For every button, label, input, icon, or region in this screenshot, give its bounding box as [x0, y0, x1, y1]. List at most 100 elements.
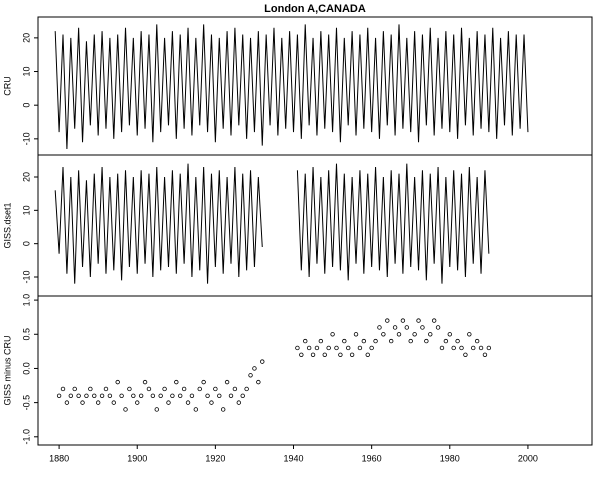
data-point: [338, 352, 343, 357]
data-line: [54, 163, 490, 284]
panel-frame: [37, 295, 593, 446]
data-point: [416, 318, 421, 323]
data-point: [459, 345, 464, 351]
data-point: [256, 379, 261, 385]
data-point: [447, 332, 452, 337]
data-point: [123, 407, 128, 412]
data-point: [209, 400, 214, 405]
data-point: [318, 338, 324, 344]
data-point: [99, 393, 105, 398]
data-point: [240, 393, 245, 398]
data-point: [217, 393, 222, 398]
data-point: [135, 400, 140, 405]
data-point: [396, 332, 402, 337]
y-tick-label: 10: [21, 67, 31, 77]
data-point: [346, 345, 351, 351]
y-tick-label: -10: [21, 132, 31, 145]
data-point: [486, 345, 492, 351]
data-point: [467, 332, 472, 337]
data-point: [103, 386, 109, 392]
y-tick-label: -0.5: [21, 395, 31, 411]
data-point: [478, 345, 484, 351]
data-point: [150, 393, 156, 398]
y-tick-label: 1.0: [21, 294, 31, 307]
data-point: [185, 400, 191, 405]
data-point: [166, 400, 171, 405]
data-point: [326, 345, 331, 351]
data-point: [68, 393, 74, 398]
data-point: [138, 393, 144, 398]
data-point: [260, 359, 265, 364]
data-point: [224, 379, 230, 385]
y-tick-label: 0: [21, 103, 31, 108]
data-line: [54, 24, 529, 149]
data-point: [193, 407, 199, 412]
data-point: [471, 345, 476, 351]
data-point: [88, 386, 93, 392]
data-point: [435, 325, 441, 330]
data-point: [377, 325, 382, 330]
data-point: [158, 393, 163, 398]
data-point: [111, 400, 116, 405]
y-axis-label: GISS minus CRU: [2, 335, 12, 405]
data-point: [80, 400, 85, 405]
data-point: [392, 325, 398, 330]
data-point: [154, 407, 159, 412]
chart-title: London A,CANADA: [264, 3, 366, 15]
data-point: [342, 338, 347, 344]
data-point: [60, 386, 66, 392]
y-tick-label: 0: [21, 241, 31, 246]
data-point: [428, 332, 433, 337]
data-point: [349, 352, 355, 357]
data-point: [295, 345, 300, 351]
data-point: [107, 393, 113, 398]
data-point: [162, 386, 167, 392]
data-point: [455, 338, 460, 344]
data-point: [205, 393, 210, 398]
y-axis-label: CRU: [2, 76, 12, 96]
data-point: [373, 338, 378, 344]
y-tick-label: -10: [21, 270, 31, 283]
data-point: [330, 332, 335, 337]
data-point: [76, 393, 81, 398]
x-tick-label: 1920: [205, 453, 225, 463]
data-point: [334, 345, 339, 351]
x-tick-label: 1900: [127, 453, 147, 463]
data-point: [201, 379, 206, 385]
data-point: [248, 373, 253, 378]
data-point: [365, 352, 370, 357]
data-point: [451, 345, 456, 351]
data-point: [400, 318, 406, 323]
data-point: [299, 352, 304, 357]
x-tick-label: 1980: [440, 453, 460, 463]
data-point: [443, 338, 449, 344]
data-point: [72, 386, 77, 392]
data-point: [220, 407, 226, 412]
data-point: [306, 345, 312, 351]
x-tick-label: 1880: [49, 453, 69, 463]
y-tick-label: 20: [21, 172, 31, 182]
data-point: [252, 366, 257, 371]
data-point: [127, 386, 132, 392]
data-point: [84, 393, 89, 398]
data-point: [474, 338, 480, 344]
data-point: [95, 400, 101, 405]
data-point: [361, 338, 367, 344]
y-tick-label: 0.5: [21, 328, 31, 341]
y-tick-label: 0.0: [21, 362, 31, 375]
data-point: [119, 393, 124, 398]
data-point: [170, 393, 175, 398]
data-point: [178, 393, 183, 398]
data-point: [232, 386, 238, 392]
data-point: [174, 379, 179, 385]
data-point: [189, 393, 195, 398]
data-point: [310, 352, 316, 357]
data-point: [404, 325, 410, 330]
data-point: [197, 386, 202, 392]
data-point: [388, 338, 394, 344]
x-tick-label: 1940: [283, 453, 303, 463]
data-point: [303, 338, 308, 344]
y-tick-label: -1.0: [21, 429, 31, 445]
data-point: [463, 352, 468, 357]
